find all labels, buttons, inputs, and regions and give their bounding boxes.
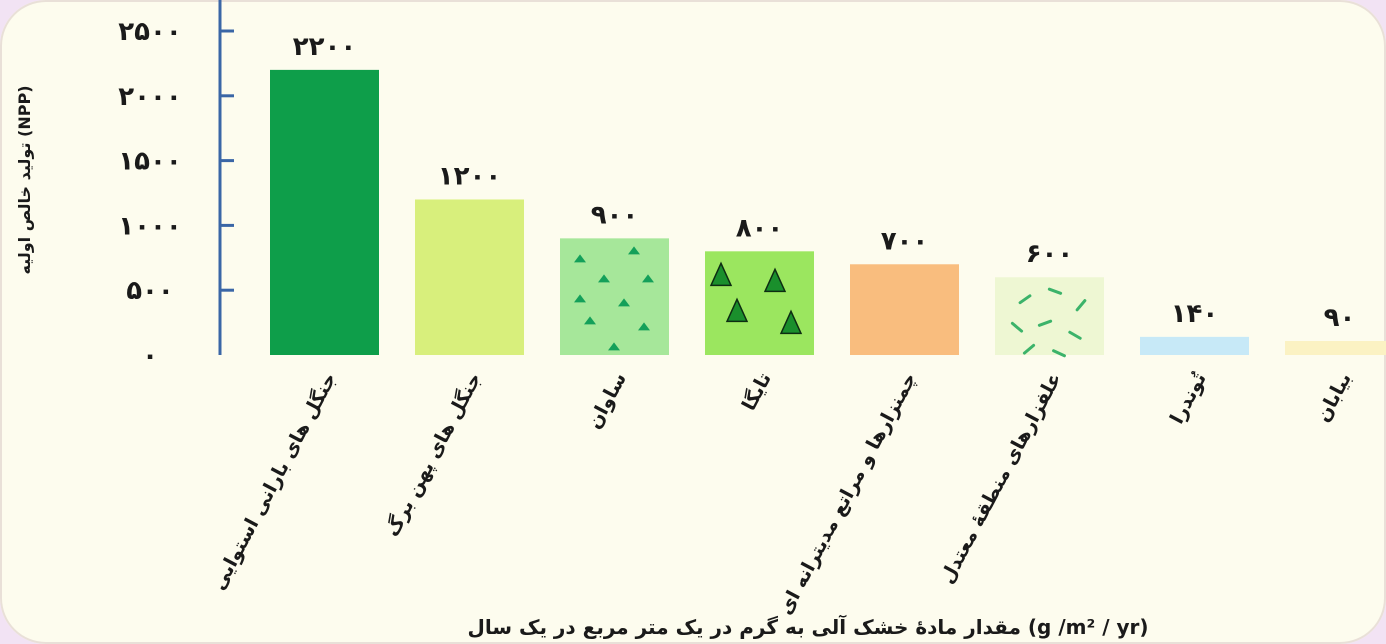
y-tick-label: ۰ [142,341,158,371]
bar-1 [415,199,524,355]
grass-stroke-icon [1037,319,1053,327]
bar-2 [560,238,669,355]
savanna-plant-icon [628,246,640,255]
grass-stroke-icon [1068,330,1082,340]
category-label: تایگا [737,369,776,415]
grass-stroke-icon [1047,287,1063,295]
conifer-tree-icon [779,309,803,335]
bar-7 [1285,341,1386,355]
grass-stroke-icon [1022,343,1036,355]
y-tick-label: ۱۵۰۰ [118,147,181,177]
bar-value-label: ۷۰۰ [881,226,929,256]
y-tick-label: ۲۵۰۰ [118,17,181,47]
bar-4 [850,264,959,355]
savanna-plant-icon [608,342,620,351]
savanna-plant-icon [598,274,610,283]
y-tick-label: ۱۰۰۰ [118,211,181,241]
bar-value-label: ۲۲۰۰ [293,32,356,62]
category-label: جنگل های پهن برگ [380,369,486,541]
bar-value-label: ۸۰۰ [736,213,784,243]
category-label: بیابان [1312,369,1356,426]
bar-6 [1140,336,1249,355]
grass-stroke-icon [1075,299,1087,312]
savanna-plant-icon [618,298,630,307]
grass-stroke-icon [1010,321,1024,333]
grass-stroke-icon [1018,294,1032,305]
savanna-plant-icon [574,254,586,263]
category-label: چمنزارها و مراتع مدیترانه ای [774,369,921,618]
conifer-tree-icon [763,267,787,293]
savanna-plant-icon [574,294,586,303]
bar-value-label: ۱۲۰۰ [438,161,501,191]
y-axis-label: تولید خالص اولیه (NPP) [15,85,34,274]
savanna-plant-icon [584,316,596,325]
bar-0 [270,69,379,355]
category-label: جنگل های بارانی استوایی [207,369,341,594]
bar-value-label: ۶۰۰ [1026,239,1074,269]
category-label: علفزارهای منطقهٔ معتدل [936,369,1066,587]
savanna-plant-icon [642,274,654,283]
bar-value-label: ۱۴۰ [1171,299,1219,329]
conifer-tree-icon [709,261,733,287]
y-tick-label: ۵۰۰ [126,276,174,306]
savanna-plant-icon [638,322,650,331]
x-axis-label: مقدار مادهٔ خشک آلی به گرم در یک متر مرب… [467,614,1148,639]
category-label: ساوان [583,369,631,433]
y-tick-label: ۲۰۰۰ [118,82,181,112]
conifer-tree-icon [725,297,749,323]
bar-value-label: ۹۰۰ [591,200,639,230]
bar-value-label: ۹۰ [1324,303,1356,333]
category-label: تُوندرا [1166,369,1211,428]
